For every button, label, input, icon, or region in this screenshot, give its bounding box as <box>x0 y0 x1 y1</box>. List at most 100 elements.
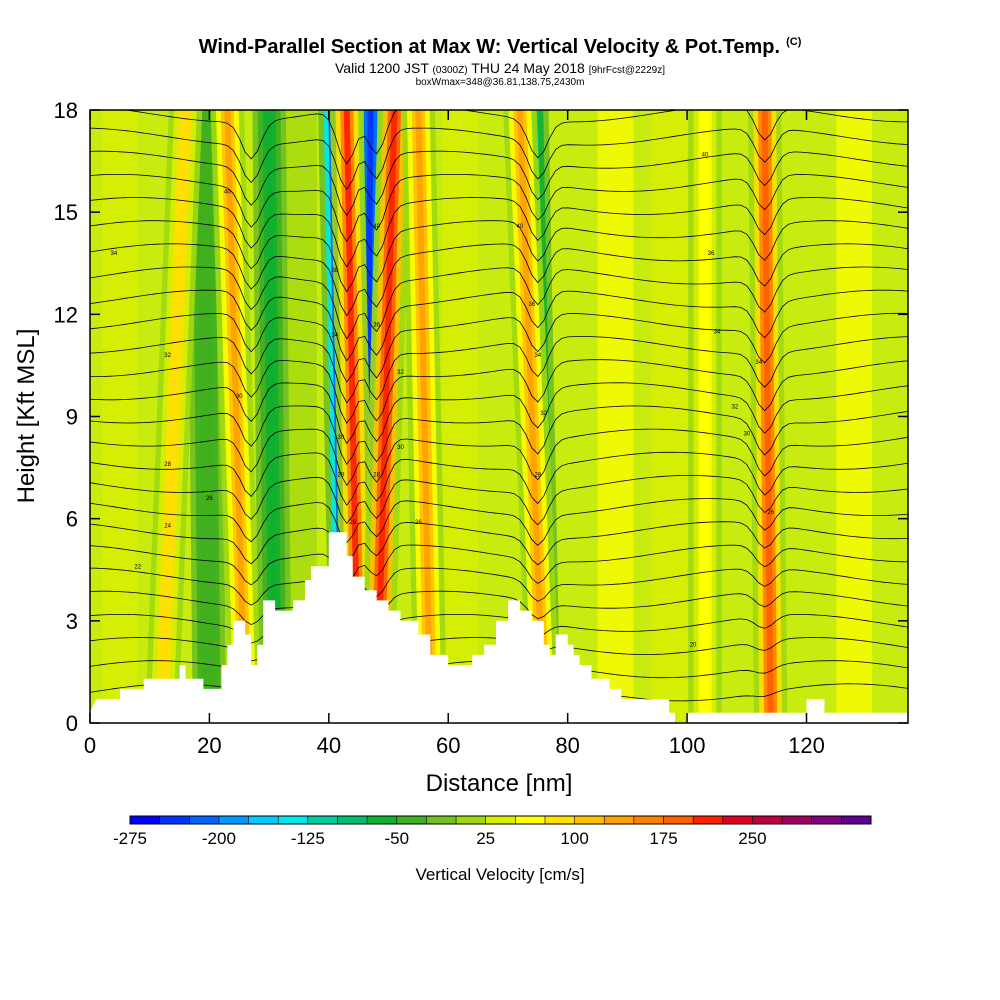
contour-label: 36 <box>708 251 715 257</box>
contour-label: 32 <box>397 370 404 376</box>
theta-contour-line <box>90 614 908 648</box>
colorbar-swatch <box>248 816 279 824</box>
colorbar-swatch <box>663 816 694 824</box>
downdraft-band-4-layer-3 <box>200 110 213 723</box>
contour-label: 30 <box>236 394 243 400</box>
contour-label: 34 <box>331 333 338 339</box>
updraft-band-1-layer-3 <box>224 110 249 723</box>
contour-label: 30 <box>397 445 404 451</box>
theta-contour-line <box>90 498 908 546</box>
colorbar: -275 -200 -125 -50 25 100 175 250 <box>113 815 872 848</box>
colorbar-tick-label: 100 <box>560 829 588 848</box>
theta-contours <box>90 110 908 708</box>
velocity-bands <box>101 110 873 723</box>
colorbar-swatch <box>604 816 635 824</box>
x-tick-label: 100 <box>669 733 706 758</box>
chart-title: Wind-Parallel Section at Max W: Vertical… <box>0 36 1000 59</box>
contour-label: 36 <box>373 323 380 329</box>
x-tick-label: 40 <box>317 733 341 758</box>
y-tick-label: 3 <box>66 609 78 634</box>
y-tick-label: 15 <box>54 200 78 225</box>
theta-contour-line <box>90 312 908 383</box>
background-stripe-2 <box>442 110 479 723</box>
contour-label: 22 <box>134 564 141 570</box>
y-tick-label: 9 <box>66 405 78 430</box>
colorbar-swatch <box>693 816 724 824</box>
colorbar-swatch <box>426 816 457 824</box>
colorbar-swatch <box>752 816 783 824</box>
colorbar-title: Vertical Velocity [cm/s] <box>415 865 584 884</box>
updraft-band-0-layer-3 <box>158 110 189 723</box>
contour-label: 34 <box>755 360 762 366</box>
contour-label: 34 <box>534 353 541 359</box>
contour-labels: 34 32 40 30 28 26 24 22 38 34 30 28 26 40 36 32 30 28 26 40… <box>111 152 775 648</box>
colorbar-swatch <box>278 816 309 824</box>
contour-label: 36 <box>528 302 535 308</box>
terrain-mask <box>90 532 908 723</box>
contour-label: 28 <box>164 462 171 468</box>
theta-contour-line <box>90 243 908 317</box>
updraft-band-5-layer-3 <box>516 110 547 723</box>
theta-contour-line <box>90 220 908 293</box>
theta-contour-line <box>90 289 908 362</box>
updraft-band-6-layer-3 <box>702 110 708 723</box>
x-axis-label: Distance [nm] <box>426 770 573 797</box>
contour-label: 40 <box>224 190 231 196</box>
colorbar-swatch <box>544 816 576 824</box>
theta-contour-line <box>90 336 908 404</box>
contour-label: 32 <box>164 353 171 359</box>
contour-label: 30 <box>743 432 750 438</box>
colorbar-swatch <box>722 816 753 824</box>
contour-label: 26 <box>349 520 356 526</box>
colorbar-swatch <box>633 816 665 824</box>
downdraft-band-3-layer-3 <box>266 110 279 723</box>
theta-contour-line <box>90 359 908 424</box>
colorbar-tick-label: 25 <box>476 829 495 848</box>
colorbar-tick-label: -200 <box>202 829 236 848</box>
contour-label: 34 <box>714 329 721 335</box>
copyright-mark: (C) <box>786 36 802 48</box>
background-stripe-0 <box>101 110 138 723</box>
theta-contour-line <box>90 127 908 191</box>
x-tick-label: 60 <box>436 733 460 758</box>
contour-label: 34 <box>111 251 118 257</box>
background-stripe-4 <box>651 110 688 723</box>
colorbar-swatch <box>130 816 161 824</box>
x-tick-label: 120 <box>788 733 825 758</box>
contour-label: 24 <box>164 523 171 529</box>
contour-label: 20 <box>690 643 697 649</box>
colorbar-swatch <box>574 816 605 824</box>
x-tick-label: 80 <box>555 733 579 758</box>
contour-label: 26 <box>206 496 213 502</box>
contour-label: 40 <box>702 152 709 158</box>
colorbar-swatch <box>337 816 368 824</box>
theta-contour-line <box>90 197 908 268</box>
y-axis-label: Height [Kft MSL] <box>13 329 40 504</box>
theta-contour-line <box>90 266 908 340</box>
theta-contour-line <box>123 110 908 165</box>
contour-label: 28 <box>337 472 344 478</box>
colorbar-swatch <box>782 816 813 824</box>
colorbar-swatch <box>307 816 338 824</box>
updraft-band-7-layer-3 <box>761 110 774 723</box>
colorbar-tick-label: 250 <box>738 829 766 848</box>
colorbar-swatch <box>367 816 398 824</box>
chart-subtitle-box: boxWmax=348@36.81,138.75,2430m <box>415 77 585 88</box>
theta-contour-line <box>90 451 908 506</box>
updraft-band-4-layer-3 <box>415 110 434 723</box>
colorbar-swatch <box>456 816 487 824</box>
colorbar-swatch <box>218 816 250 824</box>
contour-label: 40 <box>373 224 380 230</box>
x-tick-label: 20 <box>197 733 221 758</box>
contour-label: 30 <box>337 435 344 441</box>
subtitle-valid: Valid 1200 JST <box>335 60 429 76</box>
contour-label: 32 <box>540 411 547 417</box>
colorbar-tick-label: -50 <box>384 829 409 848</box>
chart-subtitle: Valid 1200 JST (0300Z) THU 24 May 2018 [… <box>0 60 1000 76</box>
plot-area: 34 32 40 30 28 26 24 22 38 34 30 28 26 40 36 32 30 28 26 40… <box>90 110 908 723</box>
theta-contour-line <box>90 382 908 445</box>
contour-label: 32 <box>732 404 739 410</box>
colorbar-swatch <box>811 816 842 824</box>
contour-label: 28 <box>373 472 380 478</box>
